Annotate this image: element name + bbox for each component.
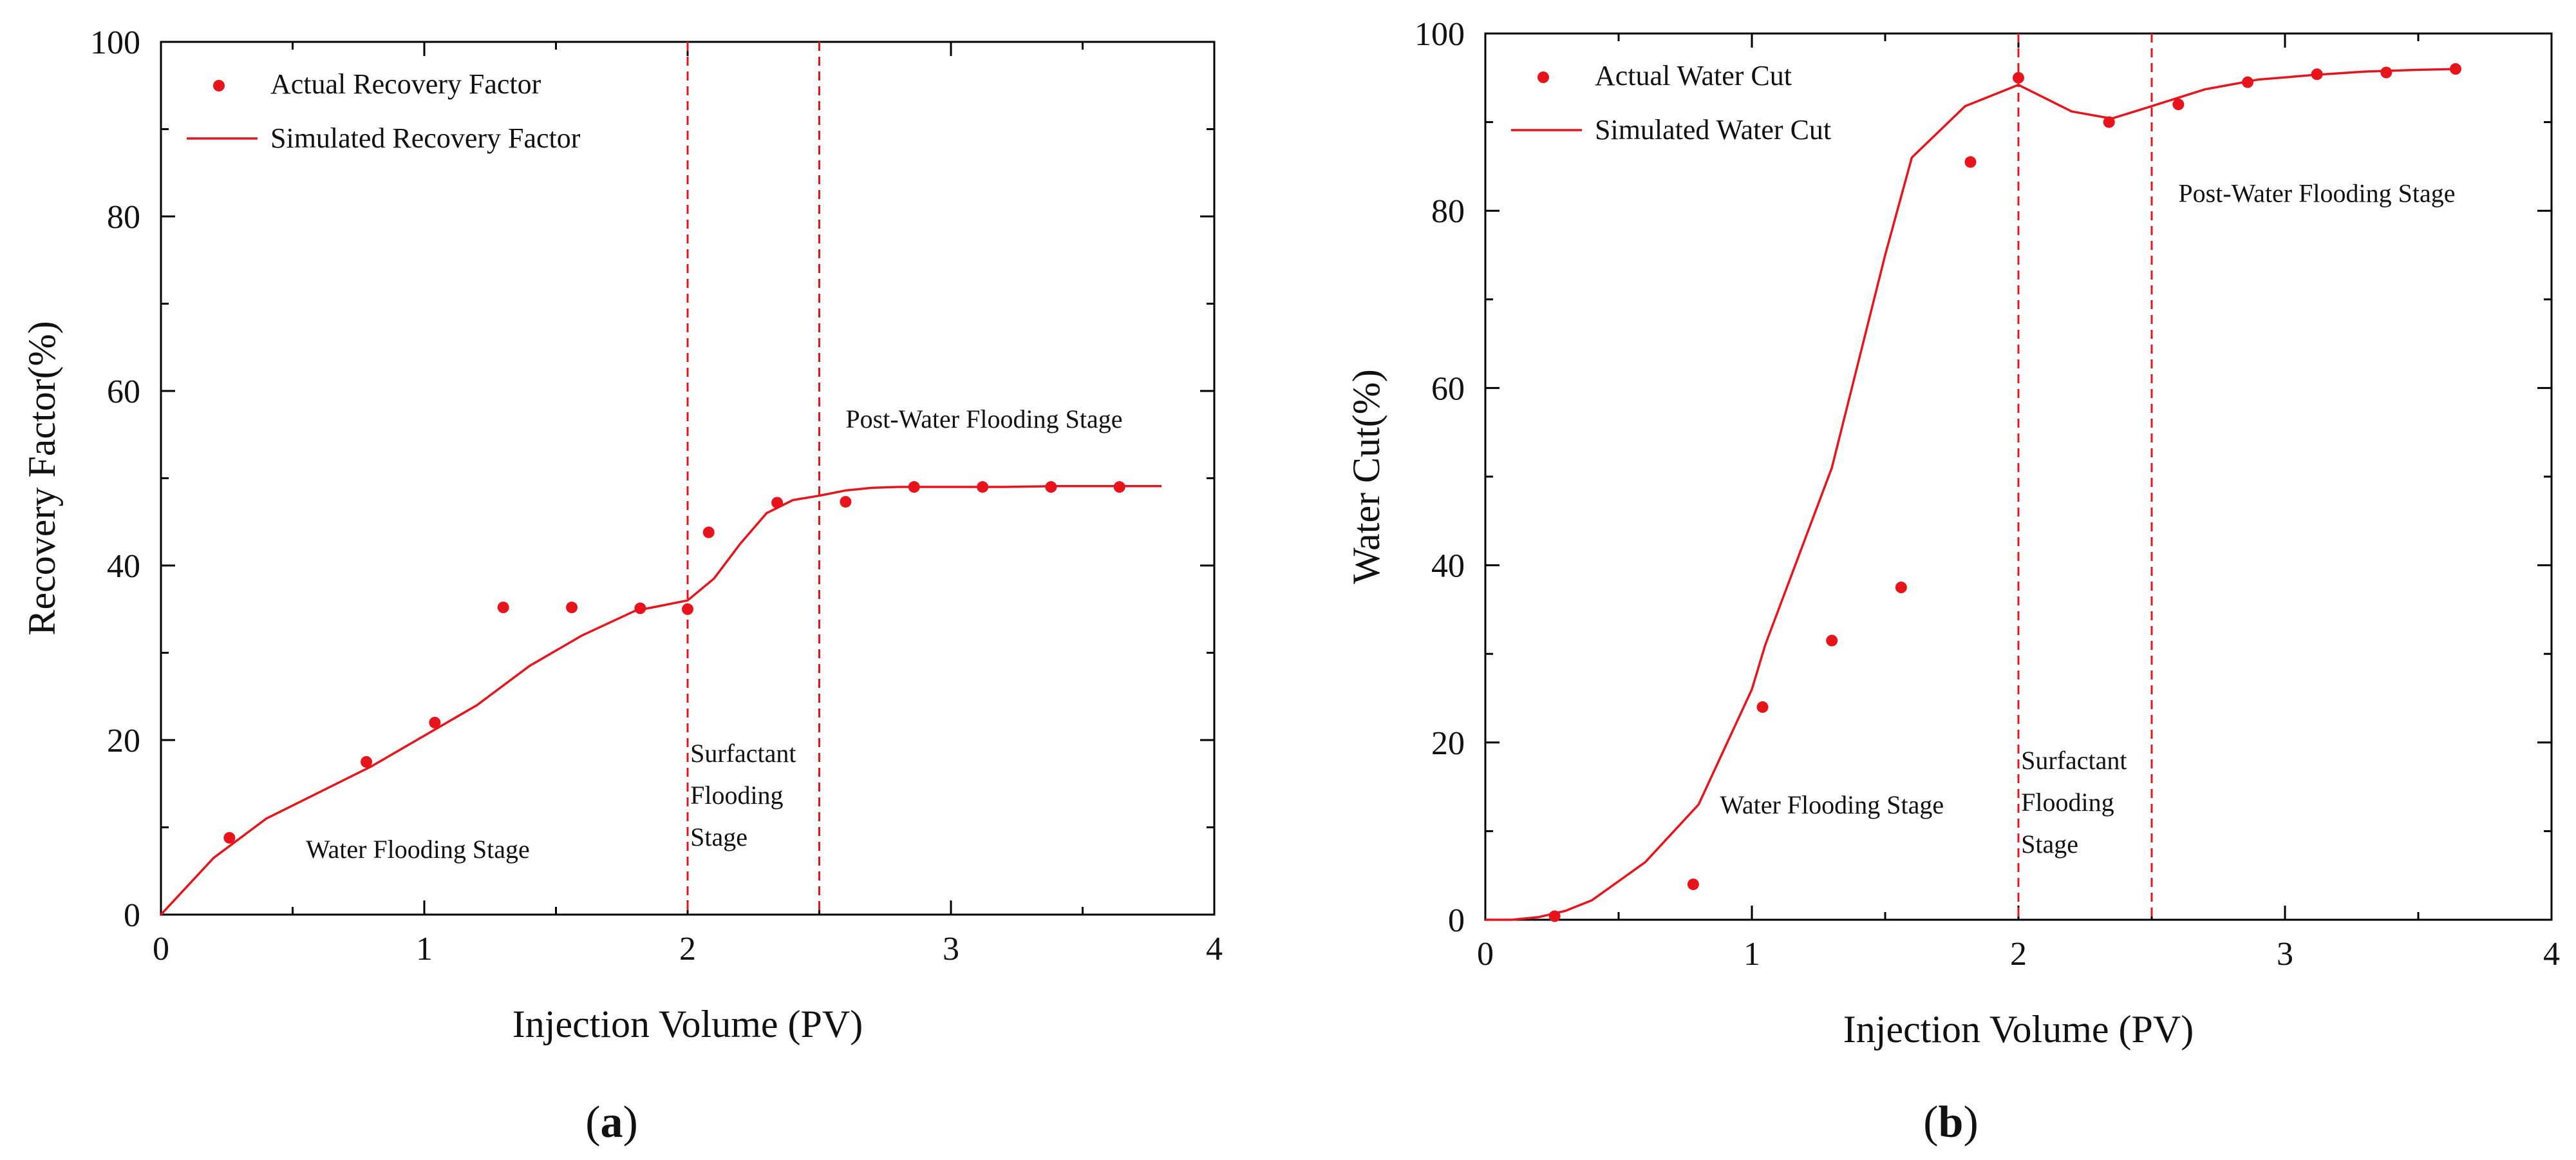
figure-caption: (a) xyxy=(585,1098,638,1147)
actual-data-point xyxy=(1045,481,1057,493)
x-tick-label: 0 xyxy=(1477,936,1494,973)
x-tick-label: 3 xyxy=(943,931,959,967)
stage-annotation: Flooding xyxy=(2021,788,2114,817)
y-tick-label: 0 xyxy=(124,897,140,934)
actual-data-point xyxy=(1548,910,1561,922)
y-tick-label: 60 xyxy=(107,374,140,410)
actual-data-point xyxy=(2013,71,2024,84)
caption-letter: b xyxy=(1939,1098,1964,1147)
stage-annotation: Water Flooding Stage xyxy=(306,835,530,864)
x-tick-label: 4 xyxy=(2543,936,2560,973)
stage-annotation: Post-Water Flooding Stage xyxy=(845,404,1122,433)
caption-open-paren: ( xyxy=(585,1098,600,1147)
y-tick-label: 40 xyxy=(107,548,140,585)
y-tick-label: 0 xyxy=(1448,902,1465,939)
caption-close-paren: ) xyxy=(1963,1098,1978,1147)
legend-label-simulated: Simulated Water Cut xyxy=(1595,114,1831,146)
x-tick-label: 4 xyxy=(1206,931,1223,967)
caption-close-paren: ) xyxy=(623,1098,638,1147)
actual-data-point xyxy=(977,481,989,493)
x-tick-label: 1 xyxy=(416,931,433,967)
actual-data-point xyxy=(497,602,509,614)
x-axis-title: Injection Volume (PV) xyxy=(1843,1008,2194,1051)
plot-frame xyxy=(1484,32,2553,921)
actual-data-point xyxy=(702,526,715,538)
stage-annotation: Stage xyxy=(690,822,747,851)
stage-annotation: Stage xyxy=(2021,830,2078,859)
x-axis-title: Injection Volume (PV) xyxy=(512,1003,863,1045)
y-tick-label: 60 xyxy=(1431,370,1465,407)
legend-label-actual: Actual Water Cut xyxy=(1595,60,1792,91)
actual-data-point xyxy=(634,602,646,614)
x-tick-label: 2 xyxy=(679,931,696,967)
y-axis-title: Water Cut(%) xyxy=(1345,369,1387,584)
y-tick-label: 100 xyxy=(1415,16,1465,53)
stage-annotation: Water Flooding Stage xyxy=(1720,790,1944,819)
actual-data-point xyxy=(2311,68,2323,81)
actual-data-point xyxy=(1113,481,1125,493)
actual-data-point xyxy=(2103,116,2115,128)
y-axis-title: Recovery Factor(%) xyxy=(21,321,63,635)
legend-label-simulated: Simulated Recovery Factor xyxy=(270,122,581,154)
legend-marker-actual xyxy=(213,80,225,91)
stage-annotation: Flooding xyxy=(690,781,783,810)
actual-data-point xyxy=(1826,634,1838,647)
legend-marker-actual xyxy=(1537,71,1549,83)
actual-data-point xyxy=(908,481,920,493)
actual-data-point xyxy=(429,716,441,728)
y-tick-label: 80 xyxy=(107,199,140,236)
legend-label-actual: Actual Recovery Factor xyxy=(270,68,541,100)
actual-data-point xyxy=(2172,99,2185,111)
actual-data-point xyxy=(1756,701,1769,713)
caption-open-paren: ( xyxy=(1923,1098,1938,1147)
actual-data-point xyxy=(223,832,236,844)
y-tick-label: 100 xyxy=(90,24,140,61)
actual-data-point xyxy=(566,602,578,614)
x-tick-label: 1 xyxy=(1744,936,1760,973)
caption-letter: a xyxy=(601,1098,623,1147)
y-tick-label: 20 xyxy=(1431,725,1465,762)
x-tick-label: 0 xyxy=(153,931,169,967)
actual-data-point xyxy=(1895,582,1907,593)
actual-data-point xyxy=(2242,76,2254,88)
x-tick-label: 3 xyxy=(2277,936,2293,973)
stage-annotation: Surfactant xyxy=(690,739,796,768)
figure-caption: (b) xyxy=(1923,1098,1979,1147)
actual-data-point xyxy=(1964,156,1977,168)
y-tick-label: 20 xyxy=(107,723,140,759)
actual-data-point xyxy=(2380,66,2393,79)
actual-data-point xyxy=(1687,878,1699,890)
actual-data-point xyxy=(2449,63,2461,75)
stage-annotation: Post-Water Flooding Stage xyxy=(2178,178,2455,207)
actual-data-point xyxy=(682,603,693,615)
y-tick-label: 80 xyxy=(1431,193,1465,230)
y-tick-label: 40 xyxy=(1431,548,1465,585)
actual-data-point xyxy=(840,496,852,508)
x-tick-label: 2 xyxy=(2010,936,2027,973)
stage-annotation: Surfactant xyxy=(2021,746,2127,775)
actual-data-point xyxy=(361,756,373,768)
actual-data-point xyxy=(771,497,784,509)
simulated-series-line xyxy=(160,484,1162,916)
